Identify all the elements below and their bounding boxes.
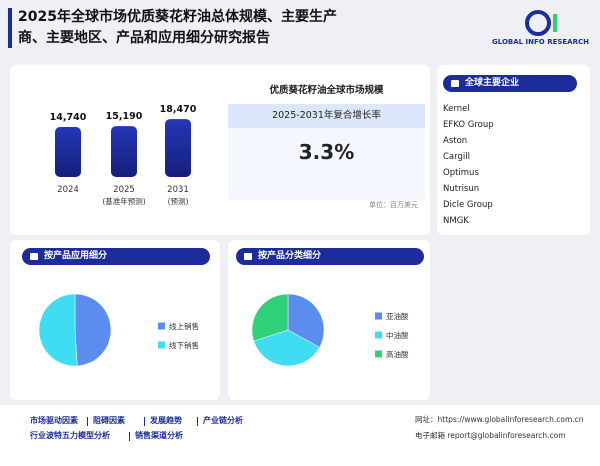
category-note: (基准年预测) [102,196,145,206]
bar [55,127,81,177]
separator [87,417,88,426]
cagr-value: 3.3% [298,140,355,164]
pie-header: 按产品分类细分 [236,248,424,265]
company-name: Optimus [443,168,479,178]
category-label: 2025 [113,185,135,195]
company-card [437,65,590,235]
bar [165,119,191,177]
footer-link: 市场驱动因素 [30,416,78,425]
legend-label: 高油酸 [386,349,409,359]
pie-slice [287,293,325,348]
pie-slice [38,293,78,367]
separator [197,417,198,426]
legend-label: 线上销售 [169,321,199,331]
category-label: 2031 [167,185,189,195]
company-name: Kernel [443,104,470,114]
bar [111,126,137,177]
legend-swatch [158,341,165,349]
company-name: Nutrisun [443,184,480,194]
legend-swatch [158,322,165,330]
footer-link: 产业链分析 [203,416,243,425]
pie-slice [74,293,112,367]
email: 电子邮箱 report@globalinforesearch.com [415,431,566,440]
value-label: 18,470 [160,104,197,115]
category-label: 2024 [57,185,79,195]
separator [129,432,130,441]
value-label: 14,740 [50,112,87,123]
legend-label: 亚油酸 [386,311,409,321]
pie-slice [251,293,289,342]
company-name: EFKO Group [443,120,494,130]
company-name: NMGK [443,216,469,226]
pie-header: 按产品应用细分 [22,248,210,265]
company-header: 全球主要企业 [443,75,577,92]
footer-link: 销售渠道分析 [135,431,183,440]
legend-swatch [375,350,382,358]
legend-label: 中油酸 [386,330,409,340]
title-accent [8,8,12,48]
category-note: (预测) [168,196,189,206]
footer-link: 发展趋势 [150,416,182,425]
footer [0,405,600,466]
legend-swatch [375,331,382,339]
unit: 单位：百万美元 [369,201,418,209]
pie-slice [253,329,320,367]
page-title: 2025年全球市场优质葵花籽油总体规模、主要生产商、主要地区、产品和应用细分研究… [18,9,337,46]
legend-swatch [375,312,382,320]
cagr-label: 2025-2031年复合增长率 [228,104,425,128]
footer-link: 行业波特五力模型分析 [30,431,110,440]
website: 网址：https://www.globalinforesearch.com.cn [415,415,584,424]
footer-link: 阻碍因素 [93,416,125,425]
market-title: 优质葵花籽油全球市场规模 [269,85,384,96]
logo-text: GLOBAL INFO RESEARCH [492,38,589,46]
legend-label: 线下销售 [169,340,199,350]
company-name: Aston [443,136,468,146]
company-name: Dicle Group [443,200,493,210]
company-name: Cargill [443,152,470,162]
value-label: 15,190 [106,111,143,122]
separator [144,417,145,426]
logo-mark [525,10,557,36]
